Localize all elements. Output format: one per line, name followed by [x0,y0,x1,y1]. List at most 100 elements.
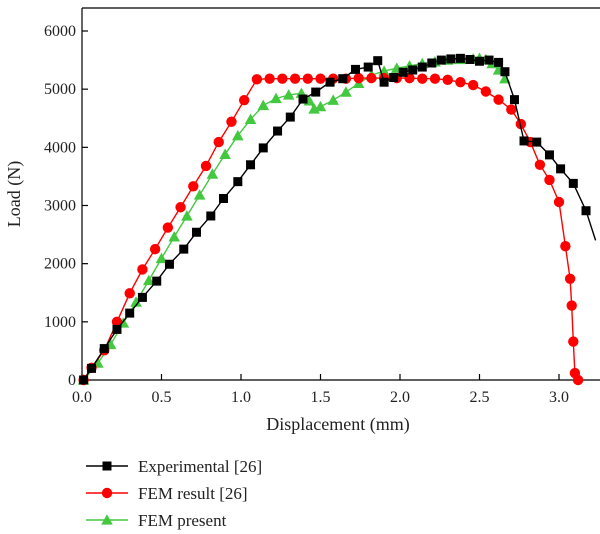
data-point [206,211,216,221]
data-point [311,87,321,97]
data-point [273,126,283,136]
data-point [246,160,256,170]
y-tick-label: 6000 [44,23,76,40]
data-point [327,94,340,105]
data-point [155,252,168,264]
data-point [493,94,504,105]
plot-area: 0.0 0.5 1.0 1.5 2.0 2.5 3.0 0 1000 2000 3000 4000 5… [44,7,600,406]
data-point [130,296,142,307]
data-point [509,95,519,105]
data-point [314,100,327,112]
data-point [506,104,517,115]
data-point [232,129,244,141]
series-circle [78,72,584,386]
x-tick-label: 0.5 [152,389,172,406]
data-point [568,336,579,347]
data-point [188,181,199,192]
data-point [366,72,377,84]
y-ticks: 0 1000 2000 3000 4000 5000 6000 [44,23,88,389]
x-tick-label: 0.0 [72,389,92,406]
data-point [257,99,270,111]
data-point [500,67,510,77]
x-tick-label: 2.0 [390,389,410,406]
data-point [233,177,243,187]
data-point [566,300,577,311]
data-point [556,164,566,174]
y-tick-label: 3000 [44,198,76,215]
data-point [325,77,335,87]
data-point [302,73,313,84]
data-point [149,243,161,255]
legend-label: Experimental [26] [138,457,262,476]
legend-marker [102,461,112,471]
data-point [534,159,546,170]
series-square [79,53,597,385]
data-point [553,196,565,208]
y-tick-label: 5000 [44,81,76,98]
data-point [175,202,186,213]
legend-label: FEM result [26] [138,484,248,503]
data-point [219,148,231,159]
legend: Experimental [26] FEM result [26] FEM pres… [86,457,262,530]
data-point [277,73,288,84]
data-point [125,308,135,318]
data-point [568,178,578,188]
data-point [484,55,494,65]
data-point [581,206,591,216]
data-point [137,292,147,302]
data-point [544,150,554,160]
y-tick-label: 2000 [44,256,76,273]
data-point [572,374,584,386]
y-tick-label: 4000 [44,139,76,156]
data-point [429,73,441,84]
data-point [353,72,364,84]
x-axis-title: Displacement (mm) [266,414,409,435]
x-tick-label: 3.0 [549,389,569,406]
data-point [560,241,571,252]
data-point [181,210,193,221]
data-point [398,67,408,77]
data-point [417,62,427,72]
data-point [363,62,373,72]
data-point [226,116,237,127]
data-point [389,73,399,83]
data-point [282,89,295,100]
data-point [532,137,542,147]
data-point [408,65,418,75]
data-point [373,56,383,66]
data-point [111,316,123,328]
x-tick-label: 1.5 [311,389,331,406]
data-point [315,73,326,84]
data-point [238,95,250,106]
legend-label: FEM present [138,511,227,530]
data-point [270,92,282,104]
series-layer [77,52,597,386]
legend-marker [101,487,113,499]
data-point [480,86,492,97]
series-line [83,57,597,381]
legend-item: Experimental [26] [86,457,262,476]
data-point [152,276,162,286]
data-point [455,53,465,63]
data-point [298,94,308,104]
data-point [219,194,229,204]
data-point [379,77,389,87]
data-point [79,375,89,385]
data-point [87,363,97,373]
data-point [338,74,348,84]
data-point [564,273,576,284]
y-tick-label: 0 [68,372,76,389]
data-point [124,288,135,299]
legend-item: FEM result [26] [86,484,248,503]
data-point [213,136,224,148]
data-point [350,64,360,74]
data-point [179,244,189,254]
data-point [455,76,466,88]
legend-item: FEM present [86,511,227,530]
x-ticks: 0.0 0.5 1.0 1.5 2.0 2.5 3.0 [72,374,569,406]
data-point [289,73,301,84]
legend-marker [101,514,113,525]
data-point [340,86,352,97]
data-point [465,55,475,65]
